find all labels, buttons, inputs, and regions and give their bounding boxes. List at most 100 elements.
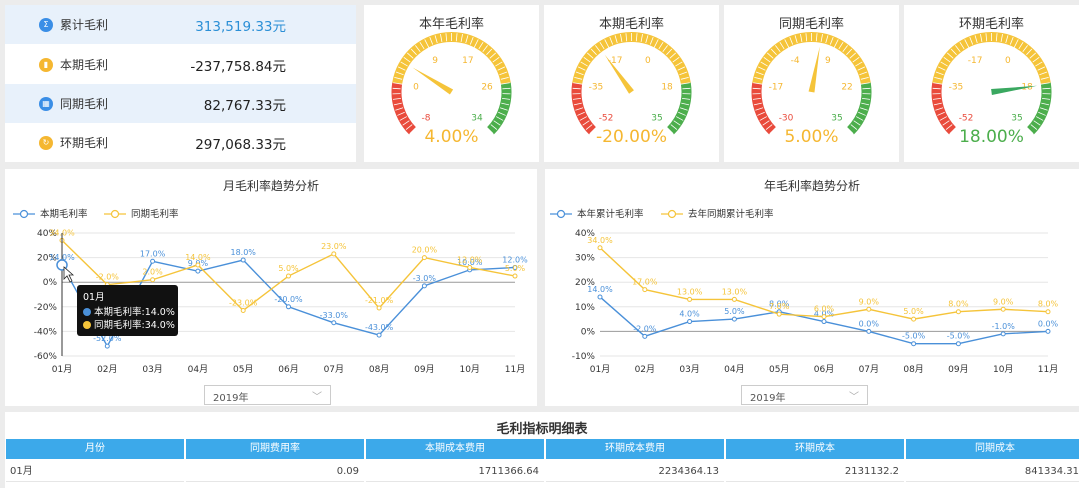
- gauge-tick: [495, 61, 503, 67]
- column-header[interactable]: 同期成本: [906, 439, 1079, 459]
- data-point[interactable]: [512, 273, 518, 279]
- data-point[interactable]: [286, 273, 291, 279]
- data-point[interactable]: [687, 296, 693, 302]
- data-point[interactable]: [821, 314, 827, 320]
- legend-label[interactable]: 本年累计毛利率: [577, 208, 644, 220]
- data-point[interactable]: [467, 264, 473, 270]
- data-label: 8.0%: [948, 300, 969, 309]
- gauge-tick: [1040, 76, 1049, 80]
- legend-marker: [556, 209, 566, 219]
- data-point[interactable]: [821, 319, 827, 325]
- kpi-value: 82,767.33元: [203, 97, 286, 114]
- data-point[interactable]: [104, 343, 110, 349]
- data-point[interactable]: [1045, 309, 1051, 315]
- data-point[interactable]: [731, 316, 737, 322]
- gauge-tick: [678, 111, 686, 116]
- gauge-tick: [604, 39, 611, 52]
- data-point[interactable]: [286, 304, 291, 310]
- monthly-year-select[interactable]: 2019年 ﹀: [204, 385, 331, 405]
- data-point[interactable]: [376, 305, 382, 311]
- data-point[interactable]: [911, 316, 917, 322]
- gauge-tick: [399, 116, 408, 121]
- gauge-title: 同期毛利率: [778, 17, 844, 32]
- data-label: -1.0%: [992, 322, 1016, 331]
- column-header[interactable]: 同期费用率: [186, 439, 364, 459]
- column-header[interactable]: 月份: [6, 439, 184, 459]
- data-point[interactable]: [376, 332, 382, 338]
- gauge-tick: [393, 102, 402, 106]
- data-point[interactable]: [195, 262, 201, 268]
- gauge-tick: [829, 36, 834, 45]
- data-point[interactable]: [955, 309, 961, 315]
- gauge-tick: [942, 120, 950, 126]
- data-point[interactable]: [512, 264, 518, 270]
- x-tick-label: 04月: [724, 364, 744, 375]
- y-tick-label: 10%: [575, 303, 595, 313]
- gauge-tick: [1039, 107, 1048, 111]
- monthly-trend-chart[interactable]: 本期毛利率 同期毛利率 40% 20% 0% -20% -40% -60% 01月 02月 03月 0…: [5, 169, 537, 406]
- data-point[interactable]: [150, 258, 156, 264]
- data-point[interactable]: [150, 277, 156, 283]
- x-tick-label: 11月: [505, 364, 525, 375]
- annual-trend-chart[interactable]: 本年累计毛利率 去年同期累计毛利率 40% 30% 20% 10% 0% -10% 01月 02月…: [545, 169, 1079, 406]
- gauge-tick: [1029, 52, 1037, 59]
- data-point[interactable]: [597, 245, 603, 251]
- annual-year-select[interactable]: 2019年 ﹀: [741, 385, 868, 405]
- annual-trend-title: 年毛利率趋势分析: [763, 179, 860, 193]
- gauge-tick: [935, 71, 944, 76]
- column-header[interactable]: 环期成本: [726, 439, 904, 459]
- gauge-tick: [625, 33, 628, 42]
- data-point[interactable]: [1000, 331, 1006, 337]
- data-point[interactable]: [240, 307, 246, 313]
- gauge-tick: [805, 33, 808, 42]
- legend-label[interactable]: 同期毛利率: [131, 208, 179, 220]
- data-point[interactable]: [421, 283, 427, 289]
- gauge-tick: [1037, 66, 1046, 71]
- data-label: 4.0%: [814, 310, 835, 319]
- gauge-tick: [857, 66, 866, 71]
- gauge-tick: [1041, 102, 1050, 106]
- data-point[interactable]: [331, 251, 337, 257]
- y-tick-label: 30%: [575, 254, 595, 264]
- table-cell: 2131132.2: [726, 461, 904, 482]
- gauge-tick: [472, 39, 479, 52]
- data-label: 2.0%: [142, 268, 163, 277]
- gauge-tick: [825, 35, 829, 44]
- column-header[interactable]: 本期成本费用: [366, 439, 544, 459]
- data-point[interactable]: [731, 296, 737, 302]
- gauge-tick: [502, 97, 511, 100]
- data-point[interactable]: [331, 320, 337, 326]
- data-point[interactable]: [642, 287, 648, 293]
- gauge-tick: [590, 48, 597, 56]
- data-point[interactable]: [597, 294, 603, 300]
- table-row[interactable]: 01月 0.09 1711366.64 2234364.13 2131132.2 8413…: [6, 461, 1079, 482]
- data-label: 9.0%: [859, 297, 880, 306]
- gauge-tick: [1042, 97, 1051, 100]
- data-point[interactable]: [1000, 306, 1006, 312]
- gauge-tick: [497, 66, 506, 71]
- data-point[interactable]: [1045, 328, 1051, 334]
- column-header[interactable]: 环期成本费用: [546, 439, 724, 459]
- gauge-tick: [800, 33, 803, 42]
- data-point[interactable]: [195, 268, 201, 274]
- data-point[interactable]: [955, 341, 961, 347]
- data-point[interactable]: [866, 328, 872, 334]
- legend-label[interactable]: 去年同期累计毛利率: [688, 208, 774, 220]
- gauge-tick: [499, 107, 508, 111]
- data-point[interactable]: [642, 333, 648, 339]
- gauge-tick: [397, 111, 405, 116]
- gauge-tick: [680, 76, 689, 80]
- x-tick-label: 01月: [590, 364, 610, 375]
- data-point[interactable]: [421, 255, 427, 261]
- gauge-tick: [1035, 61, 1043, 67]
- data-point[interactable]: [687, 319, 693, 325]
- legend-label[interactable]: 本期毛利率: [40, 208, 88, 220]
- data-point[interactable]: [911, 341, 917, 347]
- data-label: -43.0%: [365, 323, 394, 332]
- data-point[interactable]: [776, 311, 782, 317]
- data-point[interactable]: [866, 306, 872, 312]
- gauge-tick: [1023, 124, 1034, 135]
- gauge-tick: [757, 111, 765, 116]
- gauge-tick: [410, 48, 417, 56]
- data-point[interactable]: [240, 257, 246, 263]
